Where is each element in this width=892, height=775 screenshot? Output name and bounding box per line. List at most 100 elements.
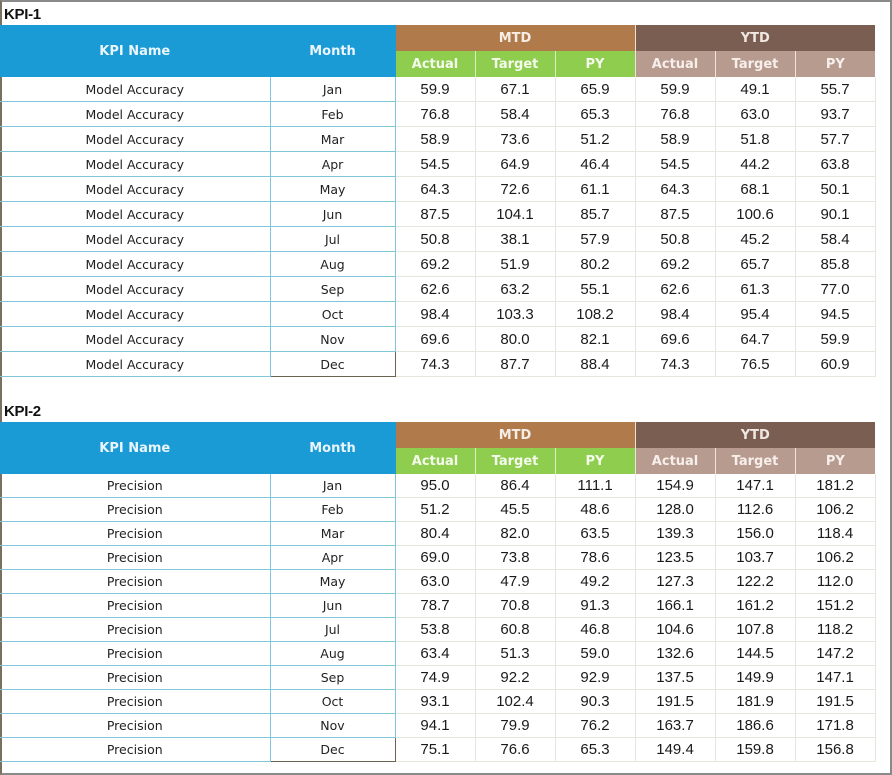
mtd-target-cell[interactable]: 64.9 <box>475 151 556 177</box>
mtd-target-cell[interactable]: 63.2 <box>475 276 556 302</box>
ytd-py-cell[interactable]: 50.1 <box>795 176 876 202</box>
ytd-py-cell[interactable]: 118.4 <box>795 521 876 546</box>
mtd-actual-cell[interactable]: 98.4 <box>395 301 476 327</box>
mtd-actual-cell[interactable]: 93.1 <box>395 689 476 714</box>
ytd-py-cell[interactable]: 57.7 <box>795 126 876 152</box>
mtd-actual-cell[interactable]: 63.4 <box>395 641 476 666</box>
ytd-actual-cell[interactable]: 132.6 <box>635 641 716 666</box>
month-cell[interactable]: Mar <box>270 126 396 152</box>
month-cell[interactable]: Nov <box>270 713 396 738</box>
month-cell[interactable]: Mar <box>270 521 396 546</box>
ytd-py-cell[interactable]: 151.2 <box>795 593 876 618</box>
ytd-target-cell[interactable]: 181.9 <box>715 689 796 714</box>
mtd-py-cell[interactable]: 59.0 <box>555 641 636 666</box>
ytd-target-cell[interactable]: 65.7 <box>715 251 796 277</box>
month-cell[interactable]: Apr <box>270 151 396 177</box>
ytd-py-cell[interactable]: 171.8 <box>795 713 876 738</box>
mtd-target-cell[interactable]: 79.9 <box>475 713 556 738</box>
ytd-target-cell[interactable]: 149.9 <box>715 665 796 690</box>
ytd-actual-cell[interactable]: 139.3 <box>635 521 716 546</box>
ytd-py-cell[interactable]: 63.8 <box>795 151 876 177</box>
ytd-actual-cell[interactable]: 127.3 <box>635 569 716 594</box>
mtd-py-cell[interactable]: 46.4 <box>555 151 636 177</box>
mtd-target-cell[interactable]: 45.5 <box>475 497 556 522</box>
mtd-py-cell[interactable]: 57.9 <box>555 226 636 252</box>
mtd-py-cell[interactable]: 88.4 <box>555 351 636 377</box>
mtd-actual-cell[interactable]: 74.9 <box>395 665 476 690</box>
mtd-target-cell[interactable]: 38.1 <box>475 226 556 252</box>
mtd-py-cell[interactable]: 46.8 <box>555 617 636 642</box>
mtd-target-cell[interactable]: 70.8 <box>475 593 556 618</box>
mtd-target-cell[interactable]: 60.8 <box>475 617 556 642</box>
ytd-target-cell[interactable]: 49.1 <box>715 77 796 102</box>
kpi-name-cell[interactable]: Precision <box>0 713 271 738</box>
mtd-target-cell[interactable]: 76.6 <box>475 737 556 762</box>
mtd-py-cell[interactable]: 63.5 <box>555 521 636 546</box>
mtd-py-cell[interactable]: 108.2 <box>555 301 636 327</box>
kpi-name-cell[interactable]: Model Accuracy <box>0 351 271 377</box>
mtd-target-cell[interactable]: 82.0 <box>475 521 556 546</box>
ytd-target-cell[interactable]: 147.1 <box>715 474 796 498</box>
ytd-actual-cell[interactable]: 76.8 <box>635 101 716 127</box>
mtd-py-cell[interactable]: 61.1 <box>555 176 636 202</box>
mtd-target-cell[interactable]: 58.4 <box>475 101 556 127</box>
mtd-target-cell[interactable]: 73.8 <box>475 545 556 570</box>
ytd-target-cell[interactable]: 64.7 <box>715 326 796 352</box>
mtd-target-cell[interactable]: 72.6 <box>475 176 556 202</box>
ytd-target-cell[interactable]: 161.2 <box>715 593 796 618</box>
mtd-actual-cell[interactable]: 74.3 <box>395 351 476 377</box>
mtd-target-cell[interactable]: 47.9 <box>475 569 556 594</box>
ytd-actual-cell[interactable]: 98.4 <box>635 301 716 327</box>
kpi-name-cell[interactable]: Model Accuracy <box>0 77 271 102</box>
ytd-py-cell[interactable]: 60.9 <box>795 351 876 377</box>
kpi-name-cell[interactable]: Model Accuracy <box>0 201 271 227</box>
kpi-name-cell[interactable]: Precision <box>0 545 271 570</box>
mtd-actual-cell[interactable]: 95.0 <box>395 474 476 498</box>
mtd-py-cell[interactable]: 65.9 <box>555 77 636 102</box>
ytd-py-cell[interactable]: 85.8 <box>795 251 876 277</box>
ytd-py-cell[interactable]: 147.2 <box>795 641 876 666</box>
mtd-actual-cell[interactable]: 58.9 <box>395 126 476 152</box>
ytd-target-cell[interactable]: 107.8 <box>715 617 796 642</box>
mtd-actual-cell[interactable]: 51.2 <box>395 497 476 522</box>
mtd-target-cell[interactable]: 73.6 <box>475 126 556 152</box>
mtd-py-cell[interactable]: 85.7 <box>555 201 636 227</box>
kpi-name-cell[interactable]: Model Accuracy <box>0 151 271 177</box>
mtd-actual-cell[interactable]: 69.0 <box>395 545 476 570</box>
ytd-target-cell[interactable]: 186.6 <box>715 713 796 738</box>
month-cell[interactable]: Jan <box>270 77 396 102</box>
kpi-name-cell[interactable]: Model Accuracy <box>0 226 271 252</box>
ytd-target-cell[interactable]: 68.1 <box>715 176 796 202</box>
mtd-py-cell[interactable]: 82.1 <box>555 326 636 352</box>
ytd-actual-cell[interactable]: 69.2 <box>635 251 716 277</box>
ytd-target-cell[interactable]: 61.3 <box>715 276 796 302</box>
mtd-target-cell[interactable]: 102.4 <box>475 689 556 714</box>
month-cell[interactable]: Jan <box>270 474 396 498</box>
ytd-py-cell[interactable]: 58.4 <box>795 226 876 252</box>
kpi-name-cell[interactable]: Precision <box>0 689 271 714</box>
month-cell[interactable]: Oct <box>270 301 396 327</box>
ytd-actual-cell[interactable]: 128.0 <box>635 497 716 522</box>
month-cell[interactable]: Dec <box>270 737 396 762</box>
ytd-actual-cell[interactable]: 104.6 <box>635 617 716 642</box>
month-cell[interactable]: May <box>270 176 396 202</box>
ytd-actual-cell[interactable]: 87.5 <box>635 201 716 227</box>
ytd-target-cell[interactable]: 51.8 <box>715 126 796 152</box>
mtd-actual-cell[interactable]: 75.1 <box>395 737 476 762</box>
month-cell[interactable]: Jun <box>270 201 396 227</box>
kpi-name-cell[interactable]: Precision <box>0 569 271 594</box>
ytd-py-cell[interactable]: 112.0 <box>795 569 876 594</box>
ytd-target-cell[interactable]: 95.4 <box>715 301 796 327</box>
mtd-actual-cell[interactable]: 53.8 <box>395 617 476 642</box>
mtd-py-cell[interactable]: 48.6 <box>555 497 636 522</box>
kpi-name-cell[interactable]: Precision <box>0 737 271 762</box>
ytd-target-cell[interactable]: 76.5 <box>715 351 796 377</box>
mtd-actual-cell[interactable]: 80.4 <box>395 521 476 546</box>
ytd-actual-cell[interactable]: 137.5 <box>635 665 716 690</box>
ytd-py-cell[interactable]: 77.0 <box>795 276 876 302</box>
mtd-actual-cell[interactable]: 87.5 <box>395 201 476 227</box>
ytd-target-cell[interactable]: 100.6 <box>715 201 796 227</box>
month-cell[interactable]: Sep <box>270 276 396 302</box>
ytd-actual-cell[interactable]: 54.5 <box>635 151 716 177</box>
ytd-target-cell[interactable]: 45.2 <box>715 226 796 252</box>
